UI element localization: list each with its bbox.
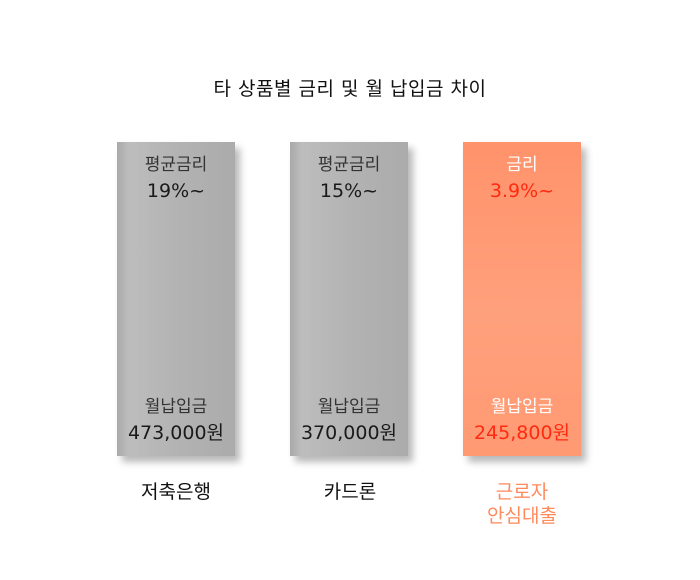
payment-value: 370,000원 (300, 422, 398, 444)
category-name-line: 근로자 (495, 481, 549, 503)
rate-label: 금리 (506, 155, 538, 175)
category-name-line: 카드론 (323, 481, 377, 503)
payment-label: 월납입금 (144, 397, 208, 417)
chart-title: 타 상품별 금리 및 월 납입금 차이 (213, 78, 487, 100)
card-savings-bank: 평균금리 19%~ 월납입금 473,000원 (117, 142, 235, 456)
rate-label: 평균금리 (317, 155, 381, 175)
category-card-loan: 카드론 (280, 480, 420, 504)
payment-value: 245,800원 (473, 422, 571, 444)
rate-value: 3.9%~ (489, 180, 555, 202)
category-name-line: 안심대출 (487, 505, 557, 527)
payment-value: 473,000원 (127, 422, 225, 444)
rate-label: 평균금리 (144, 155, 208, 175)
card-card-loan: 평균금리 15%~ 월납입금 370,000원 (290, 142, 408, 456)
category-name-line: 저축은행 (141, 481, 211, 503)
rate-value: 15%~ (319, 180, 379, 202)
payment-label: 월납입금 (490, 397, 554, 417)
payment-label: 월납입금 (317, 397, 381, 417)
category-savings-bank: 저축은행 (106, 480, 246, 504)
card-worker-safe-loan: 금리 3.9%~ 월납입금 245,800원 (463, 142, 581, 456)
rate-value: 19%~ (146, 180, 206, 202)
category-worker-safe-loan: 근로자 안심대출 (452, 480, 592, 528)
